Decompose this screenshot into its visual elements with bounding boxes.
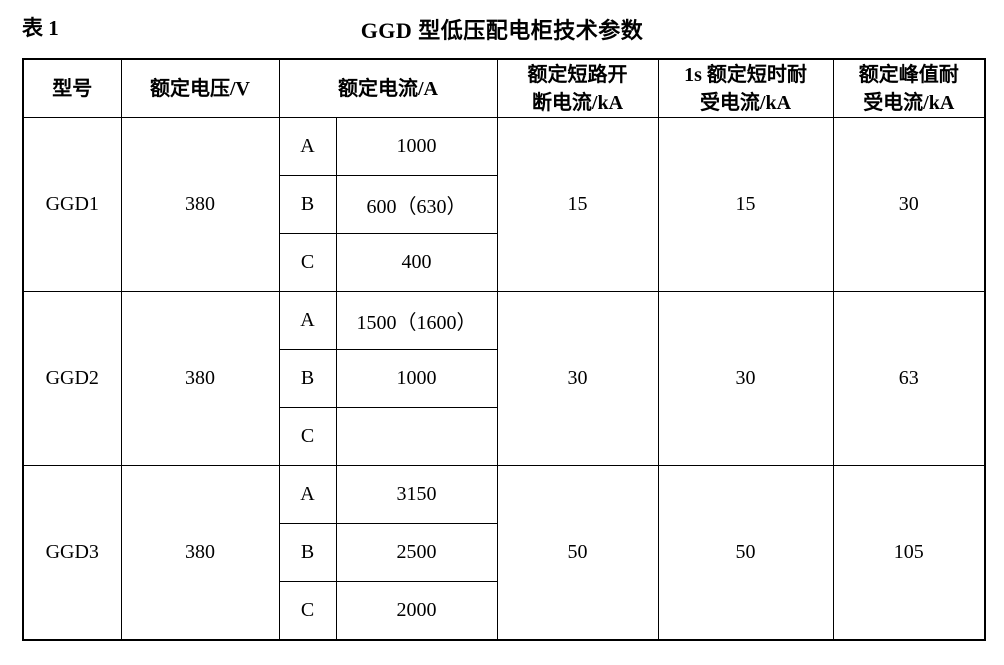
current-value-cell xyxy=(335,407,498,466)
col-header-breaking-current: 额定短路开 断电流/kA xyxy=(496,58,659,118)
table-row: GGD2 380 A 1500（1600） 30 30 63 xyxy=(22,291,986,466)
variant-label-cell: A xyxy=(278,465,337,524)
table-row: C 400 xyxy=(23,233,985,292)
table-row: GGD3 380 A 3150 50 50 105 xyxy=(22,465,986,641)
header-row: 型号 额定电压/V 额定电流/A 额定短路开 断电流/kA 1s 额定短时耐 受… xyxy=(22,58,986,118)
breaking-current-cell: 15 xyxy=(496,117,659,292)
short-time-current-cell: 15 xyxy=(657,117,834,292)
model-cell: GGD2 xyxy=(22,291,122,466)
model-cell: GGD1 xyxy=(22,117,122,292)
table-row: C xyxy=(23,407,985,466)
peak-current-cell: 30 xyxy=(832,117,986,292)
breaking-current-cell: 50 xyxy=(496,465,659,641)
model-cell: GGD3 xyxy=(22,465,122,641)
caption-row: 表 1 GGD 型低压配电柜技术参数 xyxy=(0,0,1004,58)
variant-label-cell: B xyxy=(278,523,337,582)
table-row: GGD1 380 A 1000 15 15 30 xyxy=(22,117,986,292)
current-value-cell: 3150 xyxy=(335,465,498,524)
col-header-model: 型号 xyxy=(22,58,122,118)
current-value-cell: 2000 xyxy=(335,581,498,641)
short-time-current-cell: 50 xyxy=(657,465,834,641)
voltage-cell: 380 xyxy=(120,291,280,466)
voltage-cell: 380 xyxy=(120,465,280,641)
current-value-cell: 1000 xyxy=(335,349,498,408)
variant-label-cell: A xyxy=(278,117,337,176)
variant-label-cell: C xyxy=(278,581,337,641)
table-label: 表 1 xyxy=(22,16,59,40)
table-row: B 2500 xyxy=(23,523,985,582)
current-value-cell: 2500 xyxy=(335,523,498,582)
table-row: C 2000 xyxy=(23,581,985,641)
current-value-cell: 600（630） xyxy=(335,175,498,234)
variant-label-cell: C xyxy=(278,407,337,466)
voltage-cell: 380 xyxy=(120,117,280,292)
col-header-peak-current: 额定峰值耐 受电流/kA xyxy=(832,58,986,118)
ggd-parameters-table: 型号 额定电压/V 额定电流/A 额定短路开 断电流/kA 1s 额定短时耐 受… xyxy=(22,58,986,641)
col-header-rated-current: 额定电流/A xyxy=(278,58,498,118)
current-value-cell: 400 xyxy=(335,233,498,292)
col-header-rated-voltage: 额定电压/V xyxy=(120,58,280,118)
peak-current-cell: 105 xyxy=(832,465,986,641)
short-time-current-cell: 30 xyxy=(657,291,834,466)
table-row: B 1000 xyxy=(23,349,985,408)
variant-label-cell: B xyxy=(278,175,337,234)
current-value-cell: 1500（1600） xyxy=(335,291,498,350)
table-row: B 600（630） xyxy=(23,175,985,234)
current-value-cell: 1000 xyxy=(335,117,498,176)
variant-label-cell: B xyxy=(278,349,337,408)
col-header-short-time-current: 1s 额定短时耐 受电流/kA xyxy=(657,58,834,118)
variant-label-cell: C xyxy=(278,233,337,292)
variant-label-cell: A xyxy=(278,291,337,350)
breaking-current-cell: 30 xyxy=(496,291,659,466)
page-title: GGD 型低压配电柜技术参数 xyxy=(360,18,644,43)
peak-current-cell: 63 xyxy=(832,291,986,466)
